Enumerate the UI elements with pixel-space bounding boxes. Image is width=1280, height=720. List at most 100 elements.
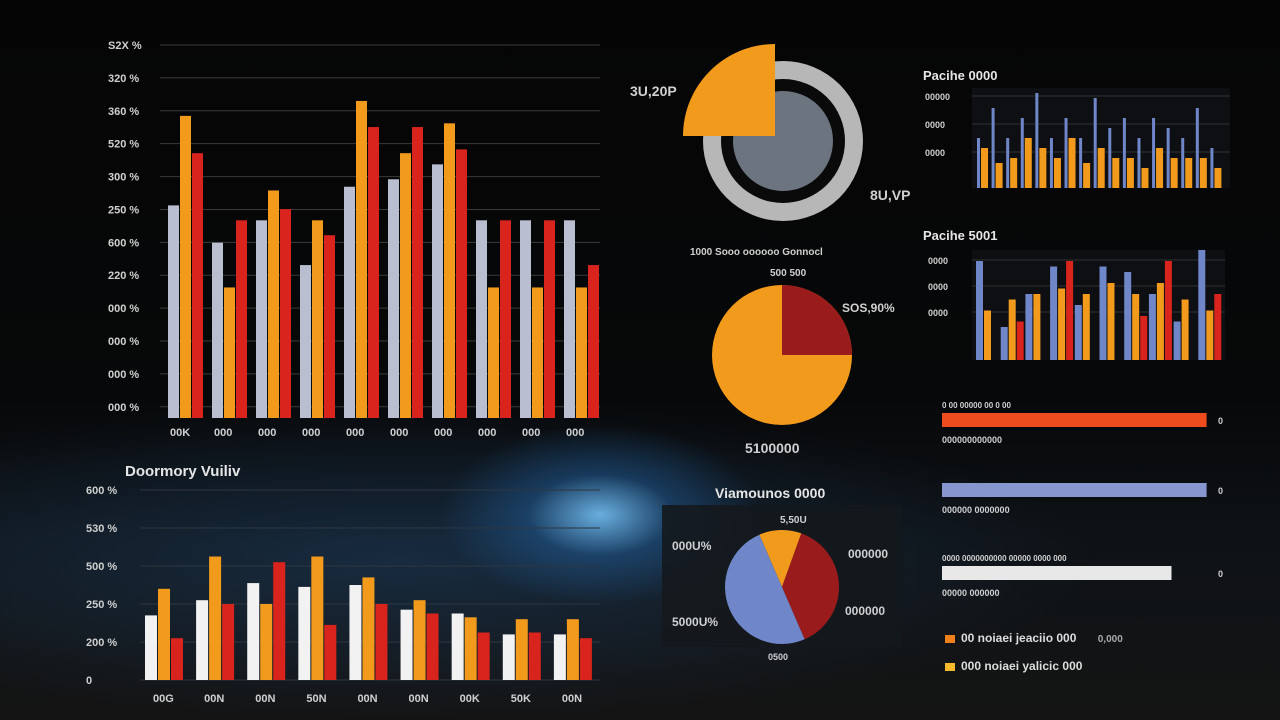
bar [995,163,1003,188]
bar [566,619,579,680]
blue-pie-svg: 5,50U 000U% 000000 5000U% 000000 0500 [662,505,902,662]
donut-legend-text: 1000 Sooo oooooo Gonnocl [690,247,823,258]
y-tick-label: 220 % [108,270,139,282]
x-tick-label: 000 [390,427,408,439]
bar [256,220,267,418]
bar [222,604,235,680]
bar [1093,98,1097,188]
pie2-label-left: 000U% [672,539,712,553]
bar [444,123,455,418]
bar [298,586,311,680]
bar [375,604,388,680]
bar [977,138,980,188]
x-tick-label: 000 [346,427,364,439]
x-tick-label: 00N [562,693,582,705]
bottom-chart-title: Doormory Vuiliv [125,463,241,480]
pie2-slice [725,534,805,644]
y-tick-label: 0 [86,675,92,687]
bar [412,127,423,418]
progress-label-top: 0 00 00000 00 0 00 [942,401,1012,410]
bar [1112,158,1120,188]
bar [1185,158,1193,188]
bar [224,287,235,418]
y-tick-label: 520 % [108,139,139,151]
pie1-label-top: 500 500 [770,268,807,279]
bar [1140,316,1148,360]
bar [1156,148,1164,188]
bar [976,261,983,360]
x-tick-label: 00K [460,693,480,705]
x-tick-label: 00N [255,693,275,705]
bar [1035,93,1039,188]
bar [1074,305,1082,360]
bar [1033,294,1041,360]
y-tick-label: 000 % [108,369,139,381]
bar [1206,310,1214,360]
bar [273,562,286,680]
bar [349,585,362,680]
bar [1210,148,1214,188]
x-tick-label: 00N [409,693,429,705]
progress-bars: 0 00 00000 00 0 00 000000000000 0 000000 00… [940,400,1240,600]
pie2-label-bottom-right: 000000 [845,604,885,618]
x-tick-label: 50K [511,693,531,705]
bar [451,613,464,680]
y-tick-label: 360 % [108,106,139,118]
bar [356,100,367,418]
progress-bar [942,566,1172,580]
y-tick-label: 500 % [86,561,117,573]
bar [981,148,988,188]
bar [324,235,335,418]
bar [1016,321,1024,360]
progress-label-bottom: 00000 000000 [942,588,1000,598]
x-tick-label: 000 [522,427,540,439]
progress-label-bottom: 000000000000 [942,435,1002,445]
bar [1148,294,1156,360]
bar [1141,168,1149,188]
pie2-label-right: 000000 [848,547,888,561]
bar [1064,118,1068,188]
progress-side-label: 0 [1218,569,1223,579]
bar [476,220,487,418]
bar [1214,294,1222,360]
progress-side-label: 0 [1218,486,1223,496]
bar [300,265,311,418]
x-tick-label: 50N [306,693,326,705]
bar [1066,261,1074,360]
bar [1020,118,1024,188]
small-bar-2-svg: 0000 0000 0000 [928,250,1225,360]
y-tick-label: 0000 [925,148,945,158]
y-tick-label: 600 % [108,237,139,249]
bar [500,220,511,418]
bar [1097,148,1105,188]
progress-label-bottom: 000000 0000000 [942,505,1010,515]
donut-chart-svg: 3U,20P 8U,VP 1000 Sooo oooooo Gonnocl [630,44,910,258]
bar [1053,158,1061,188]
x-tick-label: 000 [214,427,232,439]
pie2-label-bottom-left: 5000U% [672,615,718,629]
bar [247,583,260,680]
y-tick-label: 250 % [108,204,139,216]
bar [1156,283,1164,360]
bar [268,190,279,418]
progress-bar [942,413,1207,427]
bar [1181,138,1185,188]
bar [236,220,247,418]
bar [1006,138,1010,188]
bar [280,209,291,418]
bar [1124,272,1132,360]
bar [1039,148,1047,188]
bottom-bar-chart: Doormory Vuiliv 600 % 530 % 500 % 250 % 200 … [0,455,620,720]
bar [532,287,543,418]
y-tick-label: 250 % [86,599,117,611]
bar [260,604,273,680]
main-bar-chart-svg: S2X % 320 % 360 % 520 % 300 % 250 % 600 % 220 %… [108,40,600,439]
bar [1132,294,1140,360]
bar [192,153,203,419]
bar [324,624,337,680]
y-tick-label: 200 % [86,637,117,649]
bar [1082,294,1090,360]
bar [1050,266,1058,360]
blue-pie-chart: Viamounos 0000 5,50U 000U% 000000 5000U% 000… [660,480,910,680]
